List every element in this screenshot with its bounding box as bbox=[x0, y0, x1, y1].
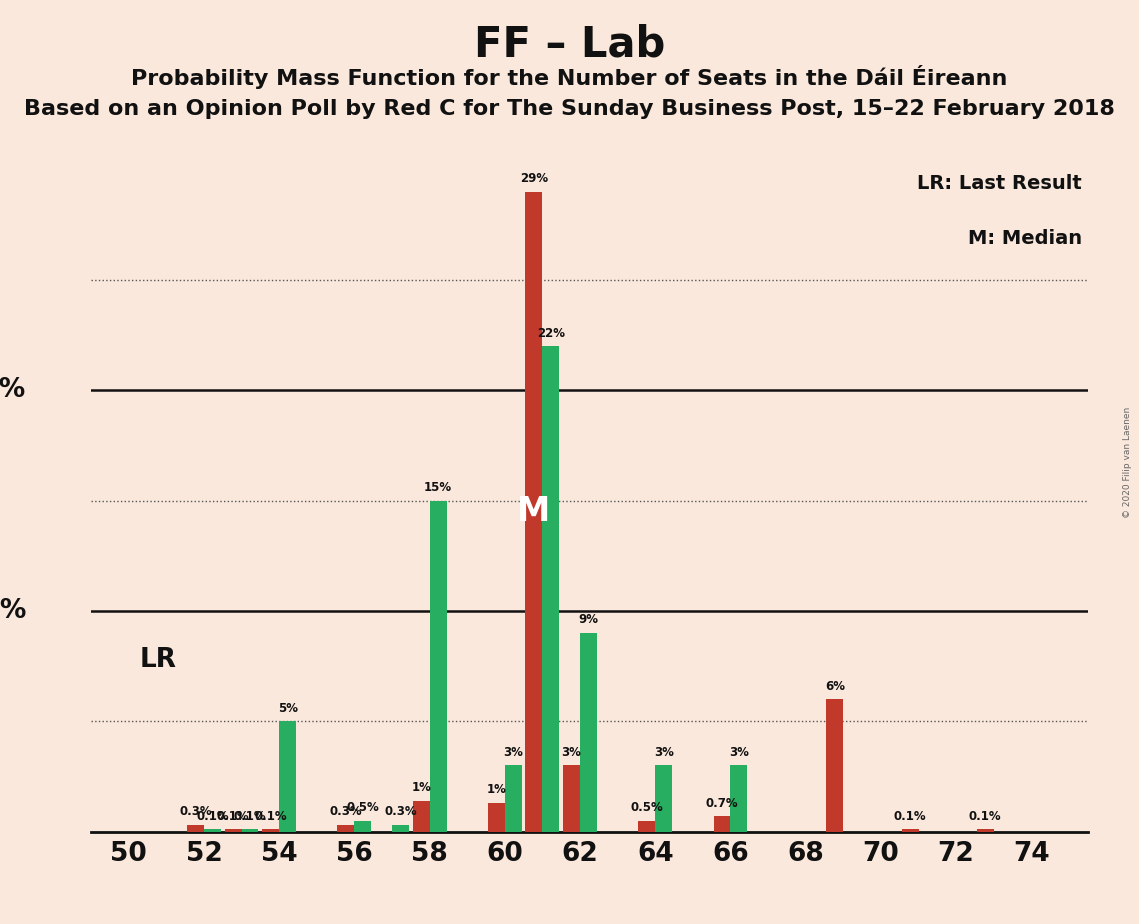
Bar bbox=[827, 699, 843, 832]
Bar bbox=[279, 722, 296, 832]
Text: 3%: 3% bbox=[562, 746, 582, 759]
Bar bbox=[525, 192, 542, 832]
Text: 22%: 22% bbox=[536, 327, 565, 340]
Text: 0.1%: 0.1% bbox=[894, 809, 926, 822]
Text: 0.5%: 0.5% bbox=[630, 801, 663, 814]
Bar bbox=[505, 765, 522, 832]
Bar bbox=[337, 825, 354, 832]
Text: 6%: 6% bbox=[825, 680, 845, 693]
Bar bbox=[713, 816, 730, 832]
Text: 1%: 1% bbox=[486, 784, 507, 796]
Bar bbox=[224, 830, 241, 832]
Bar bbox=[655, 765, 672, 832]
Text: 3%: 3% bbox=[729, 746, 748, 759]
Bar bbox=[412, 801, 429, 832]
Text: 0.3%: 0.3% bbox=[384, 806, 417, 819]
Bar bbox=[392, 825, 409, 832]
Bar bbox=[542, 346, 559, 832]
Text: Probability Mass Function for the Number of Seats in the Dáil Éireann: Probability Mass Function for the Number… bbox=[131, 65, 1008, 89]
Bar bbox=[204, 830, 221, 832]
Text: 0.3%: 0.3% bbox=[329, 806, 362, 819]
Bar bbox=[977, 830, 993, 832]
Text: 0.7%: 0.7% bbox=[706, 796, 738, 809]
Text: 20%: 20% bbox=[0, 378, 26, 404]
Text: 0.1%: 0.1% bbox=[233, 809, 267, 822]
Text: 3%: 3% bbox=[654, 746, 673, 759]
Text: 0.3%: 0.3% bbox=[179, 806, 212, 819]
Text: 5%: 5% bbox=[278, 701, 297, 714]
Text: 0.1%: 0.1% bbox=[254, 809, 287, 822]
Bar bbox=[902, 830, 918, 832]
Text: M: Median: M: Median bbox=[968, 229, 1082, 249]
Text: © 2020 Filip van Laenen: © 2020 Filip van Laenen bbox=[1123, 407, 1132, 517]
Bar bbox=[638, 821, 655, 832]
Text: 1%: 1% bbox=[411, 781, 431, 794]
Text: 0.1%: 0.1% bbox=[969, 809, 1001, 822]
Bar bbox=[429, 501, 446, 832]
Bar bbox=[354, 821, 371, 832]
Bar bbox=[730, 765, 747, 832]
Text: 10%: 10% bbox=[0, 598, 26, 624]
Text: 9%: 9% bbox=[579, 614, 598, 626]
Text: M: M bbox=[517, 495, 550, 529]
Text: 3%: 3% bbox=[503, 746, 523, 759]
Bar bbox=[563, 765, 580, 832]
Bar bbox=[187, 825, 204, 832]
Text: 0.1%: 0.1% bbox=[216, 809, 249, 822]
Text: FF – Lab: FF – Lab bbox=[474, 23, 665, 65]
Text: 29%: 29% bbox=[519, 173, 548, 186]
Text: 15%: 15% bbox=[424, 481, 452, 494]
Text: LR: Last Result: LR: Last Result bbox=[917, 175, 1082, 193]
Text: 0.1%: 0.1% bbox=[196, 809, 229, 822]
Text: Based on an Opinion Poll by Red C for The Sunday Business Post, 15–22 February 2: Based on an Opinion Poll by Red C for Th… bbox=[24, 99, 1115, 119]
Bar bbox=[487, 803, 505, 832]
Text: 0.5%: 0.5% bbox=[346, 801, 379, 814]
Bar bbox=[580, 633, 597, 832]
Bar bbox=[241, 830, 259, 832]
Text: LR: LR bbox=[140, 647, 177, 673]
Bar bbox=[262, 830, 279, 832]
